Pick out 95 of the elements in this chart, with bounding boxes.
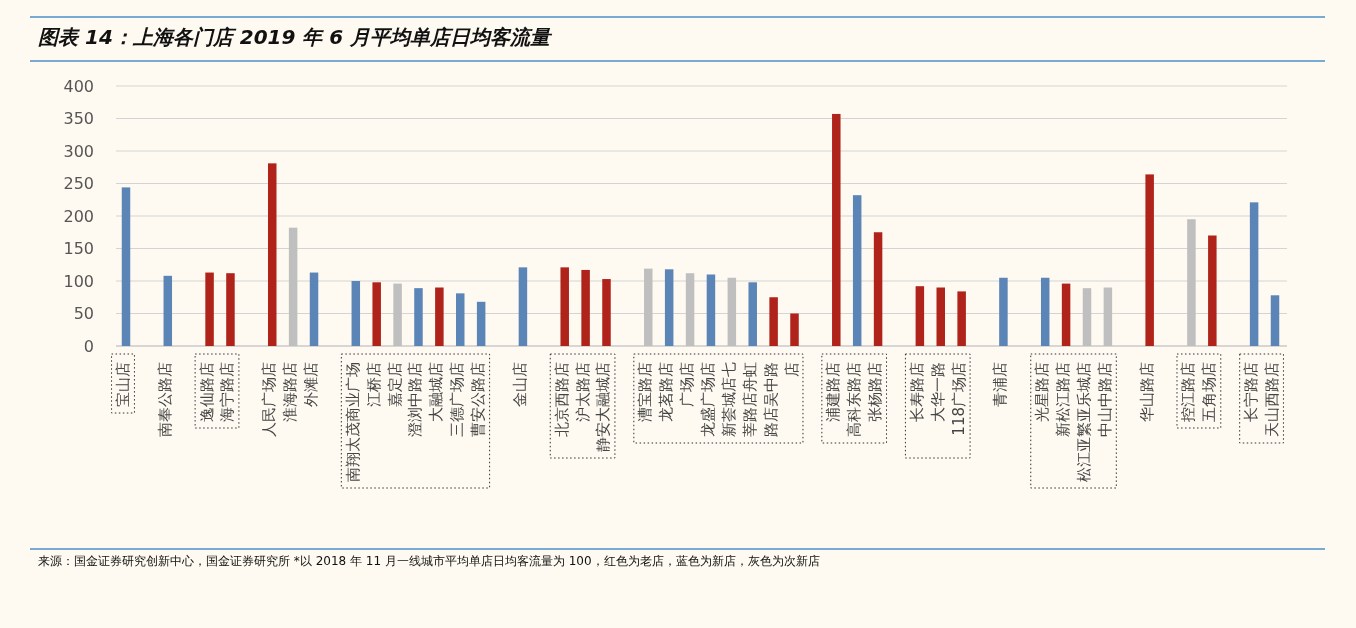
x-tick-label: 广场店 xyxy=(678,362,697,407)
x-tick-label: 金山店 xyxy=(510,362,529,407)
x-tick-label: 店 xyxy=(782,362,801,377)
y-tick-label: 100 xyxy=(63,271,94,291)
bar xyxy=(393,283,402,346)
bar xyxy=(1187,219,1196,346)
bar xyxy=(832,113,841,346)
bar xyxy=(915,286,925,346)
y-tick-label: 0 xyxy=(83,336,94,356)
x-tick-label: 嘉定店 xyxy=(385,362,404,407)
x-tick-label: 浦建路店 xyxy=(824,362,843,422)
bar xyxy=(644,268,653,346)
x-tick-label: 南翔太茂商业广场 xyxy=(343,362,362,482)
bar xyxy=(602,279,611,346)
bar xyxy=(309,272,319,346)
x-tick-label: 华山路店 xyxy=(1137,362,1156,422)
y-tick-label: 250 xyxy=(63,174,94,193)
chart-title: 图表 14：上海各门店 2019 年 6 月平均单店日均客流量 xyxy=(38,25,554,49)
bar xyxy=(1082,288,1092,346)
bar xyxy=(685,273,695,346)
y-tick-label: 300 xyxy=(63,141,94,161)
bar xyxy=(727,277,737,346)
x-tick-label: 人民广场店 xyxy=(260,362,279,437)
bar xyxy=(957,291,966,346)
x-tick-label: 控江路店 xyxy=(1179,362,1198,422)
bar xyxy=(121,187,131,346)
x-tick-label: 光星路店 xyxy=(1033,362,1052,422)
x-tick-label: 松江亚繁亚乐城店 xyxy=(1074,362,1093,482)
bar xyxy=(1145,174,1154,346)
bar xyxy=(1040,277,1050,346)
bar xyxy=(163,275,173,346)
x-tick-label: 曹安公路店 xyxy=(469,362,488,437)
x-tick-label: 118广场店 xyxy=(949,362,968,436)
x-tick-label: 中山中路店 xyxy=(1095,362,1114,437)
x-tick-label: 张杨路店 xyxy=(866,362,885,422)
bar xyxy=(581,269,590,346)
x-tick-label: 长寿路店 xyxy=(907,362,926,422)
x-tick-label: 大融城店 xyxy=(427,362,446,422)
x-tick-label: 天山西路店 xyxy=(1263,362,1281,437)
y-tick-label: 350 xyxy=(63,109,94,128)
x-tick-label: 莘路店舟虹 xyxy=(740,362,759,437)
x-tick-label: 海宁路店 xyxy=(218,362,237,422)
bar xyxy=(1270,295,1280,346)
bar xyxy=(226,273,235,346)
bar xyxy=(936,287,945,346)
bar xyxy=(560,267,569,346)
x-tick-label: 高科东路店 xyxy=(845,362,864,437)
bar xyxy=(205,272,214,346)
x-tick-label: 三德广场店 xyxy=(448,362,467,437)
x-tick-label: 新荟城店七 xyxy=(719,362,738,437)
bar xyxy=(351,281,361,346)
x-tick-label: 澄浏中路店 xyxy=(406,362,425,437)
x-tick-label: 五角场店 xyxy=(1200,362,1219,422)
source-note: 来源：国金证券研究创新中心，国金证券研究所 *以 2018 年 11 月一线城市平均单店日均客流量为 100，红色为老店，蓝色为新店，灰色为次新店 xyxy=(38,554,820,568)
bar xyxy=(852,195,862,346)
x-tick-label: 青浦店 xyxy=(991,362,1010,407)
x-tick-label: 漕宝路店 xyxy=(636,362,655,422)
bar xyxy=(1208,235,1217,346)
x-tick-label: 龙茗路店 xyxy=(657,362,676,422)
bar xyxy=(414,288,423,346)
y-tick-label: 200 xyxy=(63,206,94,226)
y-tick-label: 400 xyxy=(63,76,94,96)
x-tick-label: 新松江路店 xyxy=(1054,362,1073,437)
bar xyxy=(1061,283,1071,346)
bar xyxy=(873,232,883,346)
x-tick-label: 逸仙路店 xyxy=(197,362,216,422)
x-tick-label: 江桥店 xyxy=(364,362,383,407)
x-tick-label: 路店吴中路 xyxy=(761,362,780,437)
bar xyxy=(456,293,465,346)
x-tick-label: 长宁路店 xyxy=(1242,362,1261,422)
bar xyxy=(706,274,716,346)
bar xyxy=(664,269,674,346)
bar xyxy=(748,282,757,346)
bar xyxy=(372,282,381,346)
x-tick-label: 龙盛广场店 xyxy=(698,362,717,437)
x-tick-label: 南奉公路店 xyxy=(155,362,174,437)
y-tick-label: 150 xyxy=(63,239,94,258)
x-tick-label: 宝山店 xyxy=(114,362,132,407)
x-tick-label: 大华一路 xyxy=(928,362,947,422)
y-tick-label: 50 xyxy=(73,304,94,323)
bar xyxy=(288,227,298,346)
bar xyxy=(267,163,277,346)
x-tick-label: 北京西路店 xyxy=(552,362,571,437)
bar xyxy=(435,287,444,346)
x-tick-label: 沪太路店 xyxy=(573,362,592,422)
bar xyxy=(1103,287,1113,346)
bar xyxy=(769,297,778,346)
bar xyxy=(1249,202,1259,346)
x-tick-label: 淮海路店 xyxy=(281,362,300,422)
bar xyxy=(999,277,1008,346)
x-tick-label: 静安大融城店 xyxy=(594,362,613,452)
bar xyxy=(476,301,486,346)
x-tick-label: 外滩店 xyxy=(302,362,321,407)
bar xyxy=(790,313,799,346)
bar xyxy=(518,267,528,346)
